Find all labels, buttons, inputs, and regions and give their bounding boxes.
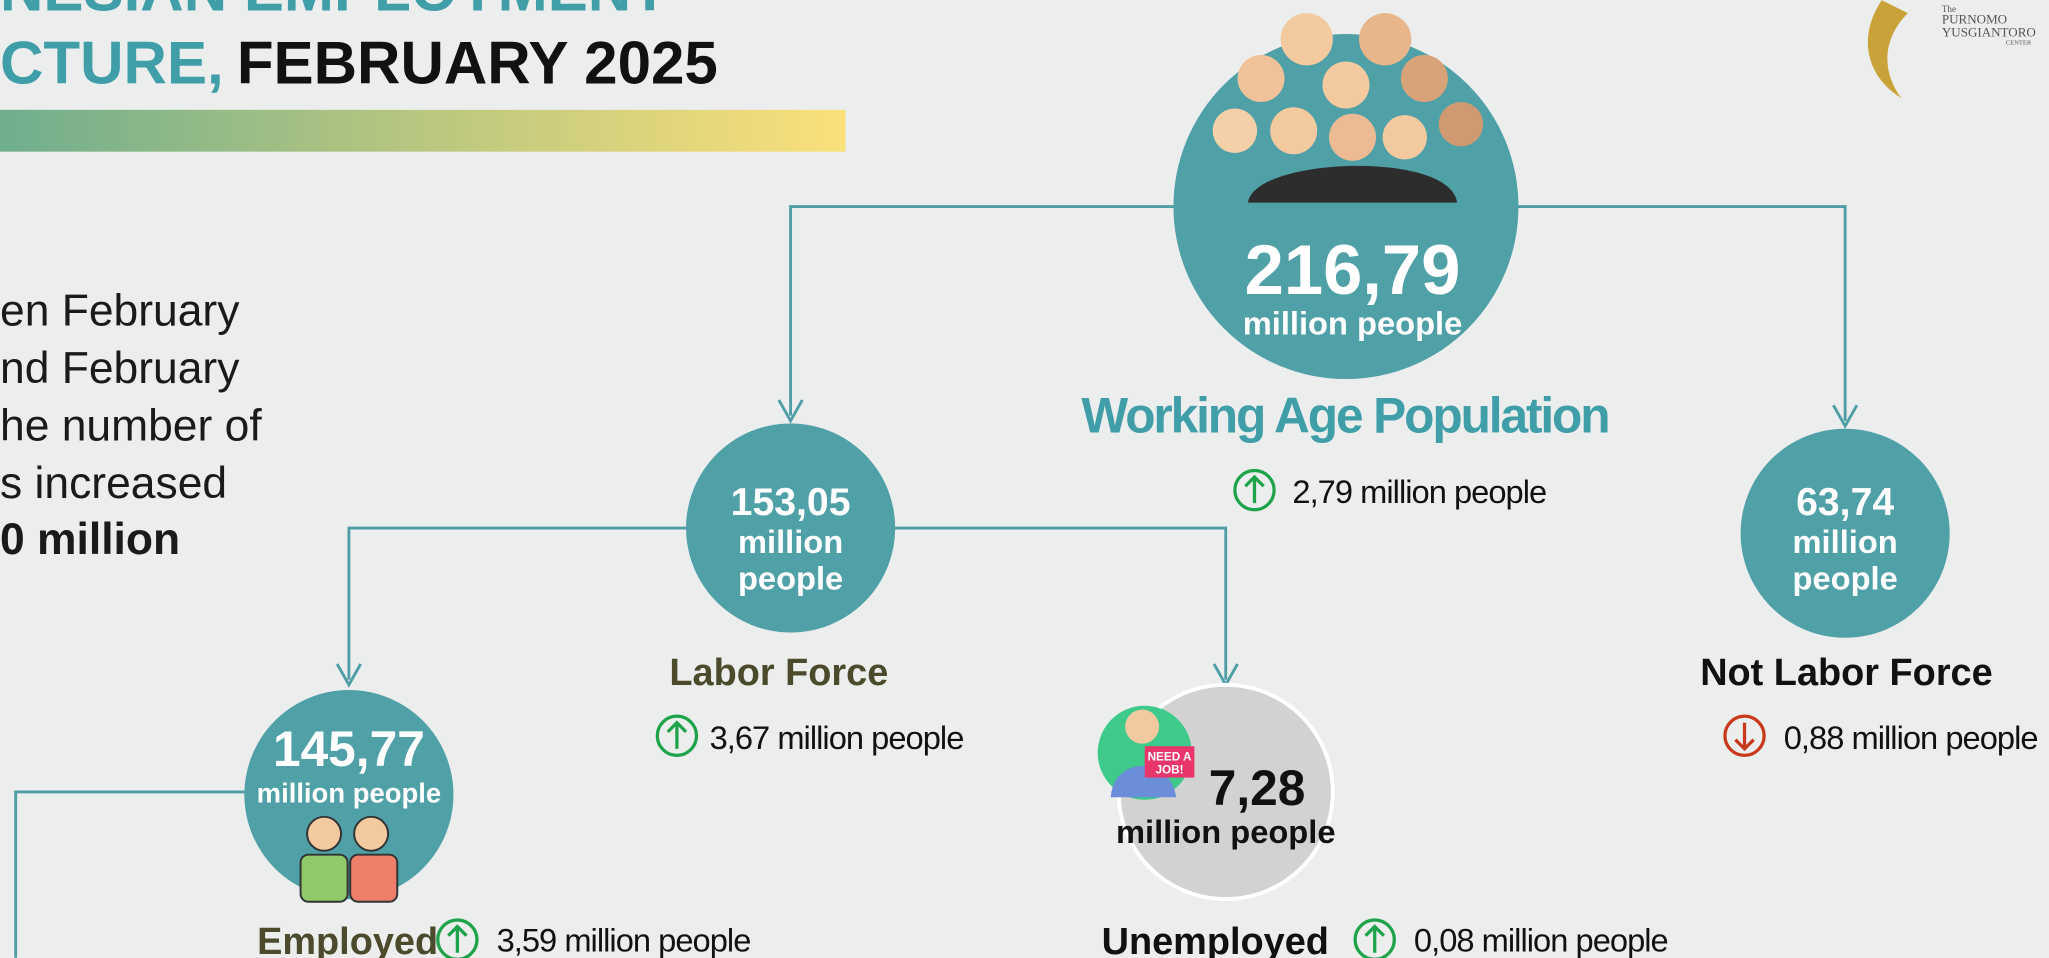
- intro-bold: 0 million: [0, 515, 180, 564]
- icon-text: NEED A: [1148, 751, 1192, 764]
- logo-mark: [1867, 0, 1908, 99]
- node-change: 0,88 million people: [1784, 719, 2039, 756]
- node-circle: [686, 423, 896, 633]
- node-unit: million people: [257, 777, 441, 808]
- connector: [789, 205, 1177, 416]
- logo-text: The: [1942, 4, 1956, 14]
- intro-line: en February: [0, 286, 240, 335]
- node-circle: [1173, 34, 1519, 380]
- connector: [888, 526, 1228, 680]
- up-icon: [1353, 918, 1396, 958]
- logo-text: YUSGIANTORO: [1942, 25, 2036, 40]
- intro-line: nd February: [0, 344, 240, 393]
- logo-text: CENTER: [2006, 40, 2032, 47]
- node-value: 63,74: [1796, 481, 1894, 524]
- down-arrow: [1734, 722, 1755, 752]
- node-label: Not Labor Force: [1700, 652, 1993, 694]
- up-icon: [1233, 468, 1276, 512]
- arrowhead: [335, 663, 362, 688]
- people-icon: [1212, 13, 1484, 203]
- connectors: [14, 205, 1859, 958]
- node-label: Employed: [257, 921, 438, 958]
- node-label: Labor Force: [669, 652, 888, 694]
- up-icon: [436, 918, 479, 958]
- node-unit: million people: [1243, 305, 1463, 342]
- connector: [1515, 205, 1847, 421]
- node-unit: million: [1793, 523, 1898, 560]
- icon-text: JOB!: [1156, 764, 1184, 777]
- node-unit: million: [738, 523, 843, 560]
- logo: The PURNOMO YUSGIANTORO CENTER: [1867, 0, 2036, 99]
- node-unit: people: [1793, 559, 1898, 596]
- node-circle: [244, 690, 454, 900]
- title-line2: CTURE, FEBRUARY 2025: [0, 30, 718, 97]
- down-icon: [1723, 714, 1766, 758]
- arrowhead: [777, 399, 804, 424]
- node-unit: people: [738, 559, 843, 596]
- node-change: 2,79 million people: [1292, 473, 1547, 510]
- title-line1: NESIAN EMPLOYMENT: [0, 0, 668, 24]
- node-label: Unemployed: [1102, 921, 1329, 958]
- up-arrow: [666, 720, 688, 749]
- up-arrow: [1244, 474, 1265, 504]
- arrowhead: [1832, 404, 1859, 430]
- connector: [347, 526, 693, 680]
- intro-line: s increased: [0, 459, 227, 508]
- up-arrow: [447, 924, 468, 953]
- up-arrow: [1364, 924, 1386, 953]
- node-change: 3,59 million people: [497, 921, 752, 958]
- node-unit: million people: [1116, 813, 1336, 850]
- connector: [14, 790, 246, 958]
- intro: en February nd February he number of s i…: [0, 286, 262, 564]
- node-circle: [1740, 428, 1950, 638]
- employed-icon: [299, 815, 399, 903]
- logo-text: PURNOMO: [1942, 12, 2007, 27]
- node-change: 0,08 million people: [1414, 921, 1669, 958]
- node-value: 145,77: [273, 721, 425, 777]
- node-value: 7,28: [1209, 760, 1306, 816]
- node-label: Working Age Population: [1081, 388, 1610, 444]
- title-dark: FEBRUARY 2025: [237, 30, 718, 97]
- title-bar: [0, 109, 846, 152]
- intro-line: he number of: [0, 401, 262, 450]
- node-value: 216,79: [1245, 230, 1461, 309]
- node-value: 153,05: [731, 481, 851, 524]
- jobseeker-icon: NEED A JOB!: [1097, 705, 1195, 800]
- title-colored: CTURE,: [0, 30, 224, 97]
- up-icon: [655, 714, 699, 758]
- node-change: 3,67 million people: [710, 719, 965, 756]
